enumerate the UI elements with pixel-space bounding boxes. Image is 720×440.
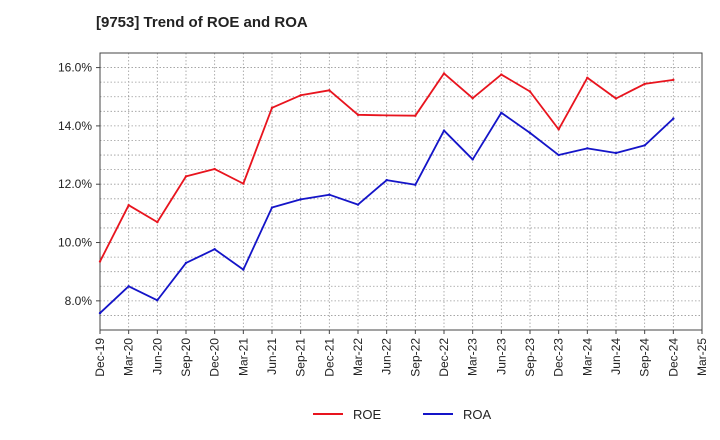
data-point-roe <box>242 182 245 185</box>
data-point-roe <box>471 96 474 100</box>
data-point-roe <box>213 167 216 171</box>
data-point-roe <box>156 220 159 224</box>
data-point-roa <box>385 178 388 182</box>
data-point-roa <box>414 183 417 186</box>
x-tick-label: Jun-24 <box>609 338 623 375</box>
data-point-roe <box>127 204 130 207</box>
data-point-roa <box>184 261 188 265</box>
x-tick-label: Sep-22 <box>408 338 422 377</box>
x-tick-label: Mar-22 <box>351 338 365 376</box>
data-point-roa <box>586 147 589 150</box>
data-point-roe <box>586 76 589 79</box>
plot-border <box>99 52 703 331</box>
legend-label-roa: ROA <box>463 407 492 422</box>
data-point-roe <box>528 90 532 93</box>
data-point-roa <box>270 206 274 209</box>
data-point-roa <box>528 131 532 135</box>
data-point-roa <box>213 248 216 251</box>
x-tick-label: Sep-24 <box>638 338 652 377</box>
data-point-roe <box>328 89 331 92</box>
x-tick-label: Dec-23 <box>552 338 566 377</box>
data-point-roe <box>643 82 646 86</box>
x-tick-label: Dec-20 <box>208 338 222 377</box>
data-point-roe <box>500 73 503 76</box>
data-point-roa <box>471 158 474 161</box>
data-point-roa <box>442 129 446 132</box>
data-point-roa <box>557 153 560 157</box>
y-tick-label: 16.0% <box>58 61 92 75</box>
data-point-roa <box>127 285 130 288</box>
data-point-roa <box>328 193 331 196</box>
x-tick-label: Jun-21 <box>265 338 279 375</box>
plot-area <box>100 53 702 330</box>
data-point-roe <box>98 260 102 263</box>
data-point-roa <box>98 311 102 315</box>
x-tick-label: Jun-20 <box>150 338 164 375</box>
x-tick-label: Dec-19 <box>93 338 107 377</box>
y-tick-label: 12.0% <box>58 177 92 191</box>
x-tick-label: Dec-21 <box>322 338 336 377</box>
x-tick-label: Mar-23 <box>466 338 480 376</box>
data-point-roe <box>270 106 274 110</box>
data-point-roe <box>299 94 302 97</box>
data-point-roe <box>184 175 188 178</box>
x-tick-label: Sep-21 <box>294 338 308 377</box>
data-point-roe <box>385 114 388 117</box>
data-point-roe <box>356 113 360 117</box>
x-tick-label: Dec-24 <box>666 338 680 377</box>
data-point-roa <box>356 203 360 206</box>
data-point-roe <box>557 128 560 131</box>
x-tick-label: Mar-24 <box>580 338 594 376</box>
data-point-roe <box>414 114 417 117</box>
data-point-roa <box>614 151 618 155</box>
x-tick-label: Sep-20 <box>179 338 193 377</box>
data-point-roa <box>500 111 503 114</box>
y-tick-label: 10.0% <box>58 236 92 250</box>
data-point-roa <box>672 117 675 120</box>
x-tick-label: Mar-20 <box>122 338 136 376</box>
data-point-roa <box>156 299 159 302</box>
x-tick-label: Sep-23 <box>523 338 537 377</box>
x-tick-label: Mar-25 <box>695 338 709 376</box>
x-tick-label: Jun-23 <box>494 338 508 375</box>
x-tick-label: Dec-22 <box>437 338 451 377</box>
data-point-roa <box>242 268 245 271</box>
x-tick-label: Mar-21 <box>236 338 250 376</box>
data-point-roe <box>614 97 618 100</box>
data-point-roa <box>299 198 302 201</box>
legend-label-roe: ROE <box>353 407 382 422</box>
data-point-roe <box>672 78 675 82</box>
x-tick-label: Jun-22 <box>380 338 394 375</box>
y-tick-label: 8.0% <box>65 294 93 308</box>
data-point-roe <box>442 72 446 75</box>
data-point-roa <box>643 144 646 147</box>
y-tick-label: 14.0% <box>58 119 92 133</box>
chart-title: [9753] Trend of ROE and ROA <box>96 14 308 31</box>
